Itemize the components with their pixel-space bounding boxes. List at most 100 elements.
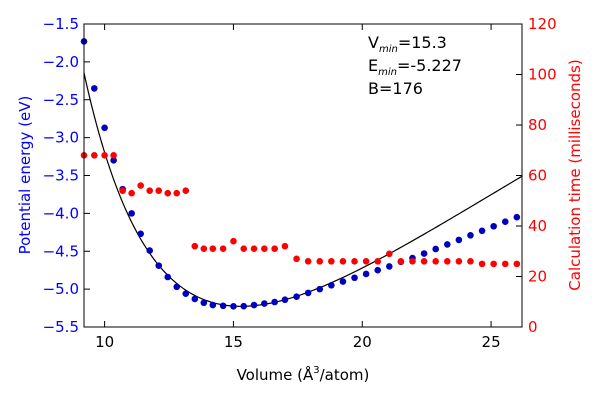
energy-point [362, 270, 370, 278]
y-left-tick-label: −3.5 [43, 167, 79, 185]
energy-point [490, 222, 497, 230]
energy-point [110, 157, 117, 164]
y-left-tick-label: −2.5 [43, 91, 79, 109]
energy-point [271, 298, 278, 306]
energy-point [386, 263, 393, 270]
time-point [432, 258, 439, 265]
energy-point [293, 293, 300, 301]
energy-point [101, 124, 108, 132]
time-point [200, 245, 208, 253]
time-point [316, 258, 324, 265]
energy-point [209, 301, 217, 309]
time-point [219, 245, 227, 253]
time-point [513, 260, 521, 268]
energy-point [316, 285, 324, 293]
time-point [250, 245, 258, 253]
time-point [155, 187, 163, 194]
y-right-tick-label: 0 [528, 318, 538, 336]
time-point [420, 258, 428, 265]
time-point [386, 250, 393, 258]
energy-point [155, 262, 163, 269]
energy-point [455, 236, 463, 244]
time-point [281, 242, 289, 250]
time-point [478, 260, 486, 268]
x-axis-label: Volume (Å3/atom) [237, 365, 370, 384]
energy-point [91, 85, 98, 92]
energy-point [513, 213, 521, 221]
energy-point [374, 266, 382, 274]
energy-point [467, 232, 474, 239]
time-point [409, 258, 416, 265]
x-tick-label: 10 [95, 333, 114, 351]
y-left-tick-label: −1.5 [43, 15, 79, 33]
time-point [501, 260, 509, 268]
time-point [490, 260, 497, 268]
time-point [374, 258, 382, 265]
time-point [261, 245, 268, 253]
time-point [191, 242, 199, 250]
time-point [304, 258, 312, 265]
energy-point [146, 247, 153, 254]
y-right-tick-label: 40 [528, 217, 547, 235]
y-left-tick-label: −4.0 [43, 204, 79, 222]
energy-point [443, 241, 451, 248]
energy-point [250, 301, 258, 309]
x-tick-label: 25 [482, 333, 501, 351]
x-tick-label: 15 [224, 333, 243, 351]
y-right-tick-label: 80 [528, 116, 547, 134]
y-right-tick-label: 60 [528, 167, 547, 185]
y-left-tick-label: −5.0 [43, 280, 79, 298]
energy-point [432, 245, 439, 253]
energy-point [351, 274, 358, 282]
x-tick-label: 20 [353, 333, 372, 351]
energy-point [164, 273, 172, 281]
y-axis-left-label: Potential energy (eV) [16, 96, 34, 255]
time-point [271, 245, 278, 253]
time-point [182, 187, 190, 194]
time-point [164, 189, 172, 197]
y-left-tick-label: −2.0 [43, 53, 79, 71]
energy-point [182, 290, 190, 297]
energy-point [304, 289, 312, 297]
energy-point [200, 299, 208, 307]
time-point [173, 189, 181, 197]
y-left-tick-label: −5.5 [43, 318, 79, 336]
time-point [397, 258, 405, 265]
y-right-tick-label: 20 [528, 268, 547, 286]
y-right-tick-label: 100 [528, 66, 557, 84]
time-point [467, 258, 474, 265]
annotation-emin: Emin=-5.227 [368, 56, 462, 78]
y-left-tick-label: −3.0 [43, 129, 79, 147]
time-point [328, 258, 335, 265]
time-point [351, 258, 358, 265]
y-axis-right-label: Calculation time (milliseconds) [566, 59, 584, 290]
y-right-tick-label: 120 [528, 15, 557, 33]
energy-point [219, 302, 227, 310]
time-point [146, 187, 153, 194]
energy-point [478, 227, 486, 235]
time-point [443, 258, 451, 265]
y-left-tick-label: −4.5 [43, 242, 79, 260]
time-point [137, 182, 144, 189]
energy-point [137, 230, 144, 238]
time-point [240, 245, 248, 253]
time-point [293, 255, 300, 263]
energy-point [240, 302, 248, 310]
time-point [128, 189, 135, 197]
time-point [339, 258, 347, 265]
time-point [91, 152, 98, 159]
energy-point [191, 295, 199, 303]
energy-point [230, 303, 237, 310]
time-point [209, 245, 217, 253]
time-point [362, 258, 370, 265]
annotation-b: B=176 [368, 79, 423, 98]
energy-point [261, 300, 268, 307]
energy-point [339, 278, 347, 285]
time-point [230, 237, 237, 245]
time-point [455, 258, 463, 265]
time-point [101, 152, 108, 159]
energy-point [128, 210, 135, 217]
time-point [119, 187, 126, 194]
energy-point [173, 283, 181, 291]
